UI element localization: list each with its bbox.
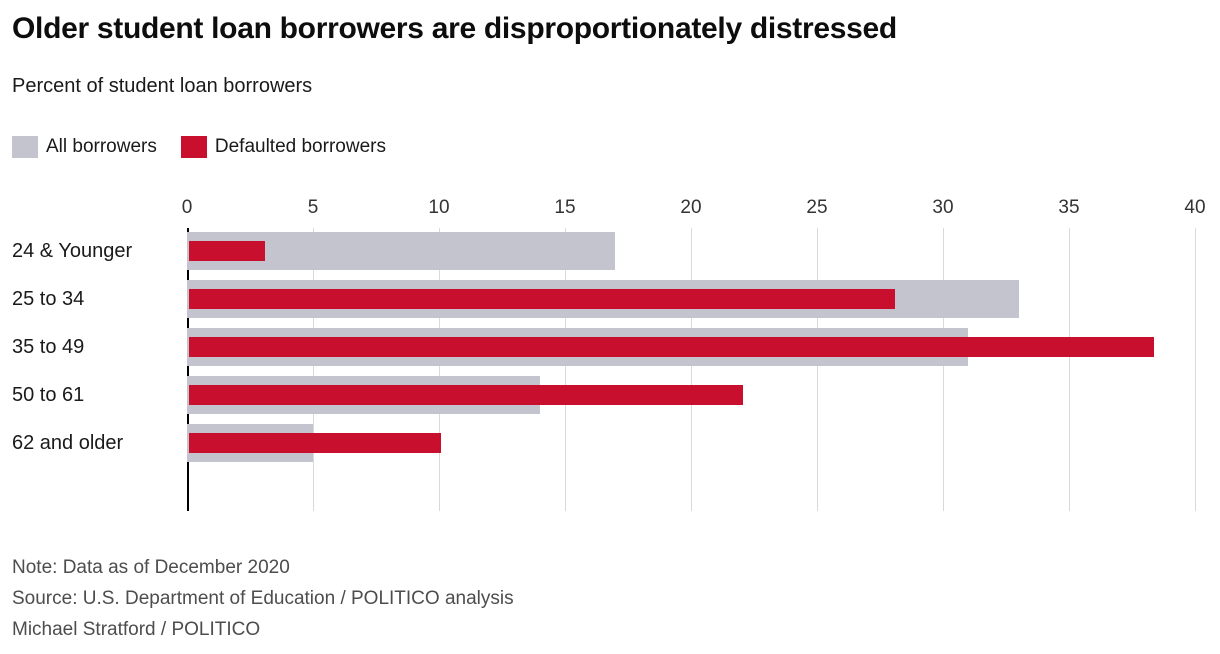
legend: All borrowers Defaulted borrowers [12, 136, 386, 158]
gridline [313, 228, 314, 511]
x-tick-label: 20 [680, 197, 702, 218]
legend-label-defaulted-borrowers: Defaulted borrowers [214, 136, 386, 157]
gridline [691, 228, 692, 511]
legend-swatch-defaulted-borrowers [180, 136, 207, 158]
note-line: Note: Data as of December 2020 [12, 557, 290, 578]
gridline [1069, 228, 1070, 511]
legend-label-all-borrowers: All borrowers [46, 136, 157, 157]
legend-swatch-all-borrowers [12, 136, 38, 158]
gridline [439, 228, 440, 511]
legend-item-all-borrowers: All borrowers [12, 136, 157, 158]
gridline [565, 228, 566, 511]
x-tick-label: 25 [806, 197, 828, 218]
gridline [817, 228, 818, 511]
source-line: Source: U.S. Department of Education / P… [12, 588, 514, 609]
category-label: 24 & Younger [12, 240, 133, 262]
category-label: 62 and older [12, 432, 124, 454]
bar-defaulted-borrowers [189, 289, 895, 309]
gridline [1195, 228, 1196, 511]
category-label: 50 to 61 [12, 384, 85, 406]
x-tick-label: 0 [181, 197, 193, 218]
category-label: 35 to 49 [12, 336, 85, 358]
x-tick-label: 5 [307, 197, 319, 218]
y-axis-line [187, 228, 189, 511]
gridline [943, 228, 944, 511]
x-tick-label: 35 [1058, 197, 1080, 218]
x-tick-label: 30 [932, 197, 954, 218]
bar-chart: 0 5 10 15 20 25 30 35 40 24 & Younger 25 to 34 35 t… [0, 195, 1220, 525]
byline: Michael Stratford / POLITICO [12, 619, 261, 640]
bar-defaulted-borrowers [189, 241, 265, 261]
chart-subtitle: Percent of student loan borrowers [12, 75, 313, 97]
legend-item-defaulted-borrowers: Defaulted borrowers [180, 136, 386, 158]
category-label: 25 to 34 [12, 288, 85, 310]
chart-footer: Note: Data as of December 2020 Source: U… [12, 552, 514, 645]
x-tick-label: 15 [554, 197, 576, 218]
bar-defaulted-borrowers [189, 385, 744, 405]
x-tick-label: 40 [1184, 197, 1206, 218]
bar-defaulted-borrowers [189, 433, 441, 453]
x-tick-label: 10 [428, 197, 450, 218]
chart-title: Older student loan borrowers are disprop… [12, 12, 897, 45]
bar-defaulted-borrowers [189, 337, 1155, 357]
